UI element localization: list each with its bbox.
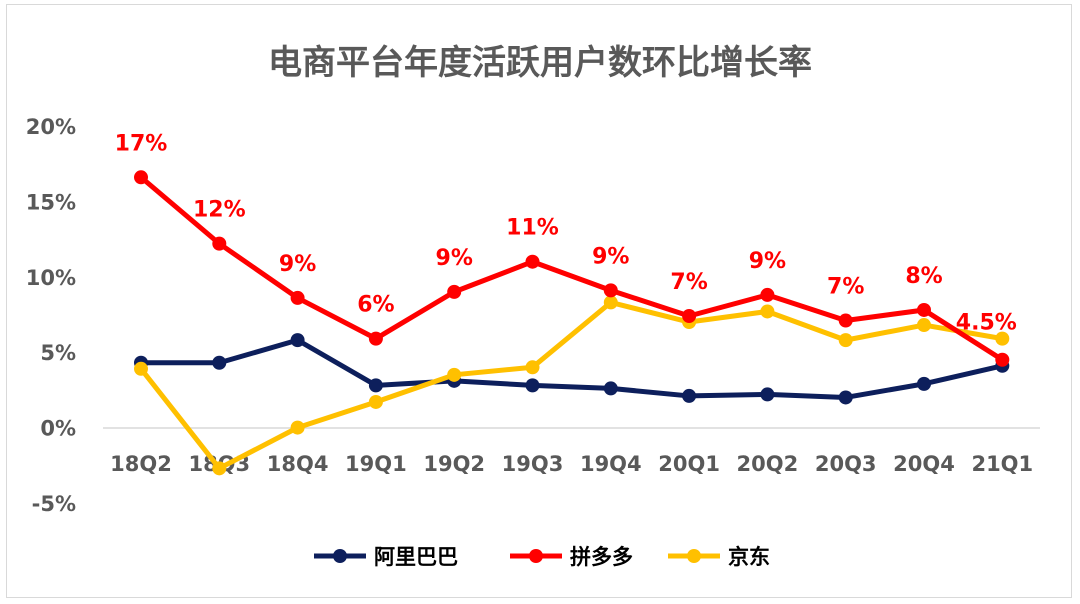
data-point	[682, 309, 697, 324]
x-tick-label: 18Q2	[110, 452, 172, 476]
data-labels: 17% 12% 9% 6% 9% 11% 9% 7% 9% 7% 8% 4.5%	[115, 131, 1017, 335]
y-axis-ticks: 20% 15% 10% 5% 0% -5%	[26, 115, 76, 516]
x-tick-label: 18Q4	[267, 452, 329, 476]
series-line	[138, 299, 1005, 471]
y-tick-label: 0%	[40, 417, 76, 441]
y-tick-label: -5%	[32, 492, 76, 516]
x-tick-label: 20Q4	[893, 452, 955, 476]
data-point	[368, 394, 383, 409]
data-point	[917, 302, 931, 317]
x-tick-label: 20Q1	[658, 452, 720, 476]
data-label: 6%	[357, 293, 394, 318]
data-point	[603, 381, 618, 396]
data-point	[682, 388, 697, 403]
data-point	[447, 284, 462, 299]
x-tick-label: 19Q3	[502, 452, 564, 476]
data-label: 8%	[905, 264, 942, 289]
series-lines	[134, 170, 1010, 476]
data-point	[447, 367, 462, 382]
data-point	[212, 355, 227, 370]
data-label: 12%	[193, 198, 246, 223]
data-point	[995, 352, 1010, 367]
x-tick-label: 19Q4	[580, 452, 642, 476]
data-point	[838, 333, 853, 348]
legend-marker	[529, 549, 543, 563]
data-point	[603, 295, 618, 310]
legend-label: 拼多多	[570, 545, 633, 569]
data-point	[760, 387, 775, 402]
data-point	[603, 283, 618, 298]
y-tick-label: 10%	[26, 266, 76, 290]
y-tick-label: 20%	[26, 115, 76, 139]
legend-label: 阿里巴巴	[374, 545, 458, 569]
data-point	[525, 378, 540, 393]
data-point	[134, 170, 148, 185]
data-point	[212, 461, 227, 476]
data-point	[290, 420, 305, 435]
data-label: 4.5%	[956, 311, 1017, 336]
data-point	[917, 318, 931, 333]
data-point	[838, 313, 853, 328]
y-tick-label: 15%	[26, 190, 76, 214]
chart-frame	[6, 4, 1072, 598]
data-label: 9%	[592, 244, 629, 269]
data-point	[760, 287, 775, 302]
legend-label: 京东	[728, 545, 770, 569]
data-point	[760, 304, 775, 319]
legend-marker	[333, 549, 347, 563]
data-point	[134, 361, 148, 376]
data-point	[838, 390, 853, 405]
chart-title: 电商平台年度活跃用户数环比增长率	[268, 43, 812, 83]
y-tick-label: 5%	[40, 341, 76, 365]
data-label: 17%	[115, 131, 168, 156]
series-line	[138, 337, 1005, 400]
legend-marker	[687, 549, 701, 563]
data-label: 11%	[506, 216, 559, 241]
data-label: 9%	[436, 246, 473, 271]
data-label: 9%	[279, 252, 316, 277]
data-point	[525, 254, 540, 269]
data-point	[368, 378, 383, 393]
x-tick-label: 20Q2	[737, 452, 799, 476]
x-tick-label: 21Q1	[971, 452, 1033, 476]
x-axis-ticks: 18Q218Q318Q419Q119Q219Q319Q420Q120Q220Q3…	[110, 452, 1033, 476]
x-tick-label: 20Q3	[815, 452, 877, 476]
data-point	[212, 236, 227, 251]
data-label: 7%	[827, 275, 864, 300]
data-point	[525, 360, 540, 375]
data-point	[290, 290, 305, 305]
data-point	[368, 331, 383, 346]
data-label: 9%	[749, 249, 786, 274]
data-point	[290, 333, 305, 348]
series-line	[138, 174, 1005, 363]
x-tick-label: 19Q2	[423, 452, 485, 476]
legend: 阿里巴巴 拼多多 京东	[314, 545, 770, 569]
data-point	[917, 376, 931, 391]
data-label: 7%	[670, 270, 707, 295]
data-point	[995, 331, 1010, 346]
x-tick-label: 19Q1	[345, 452, 407, 476]
